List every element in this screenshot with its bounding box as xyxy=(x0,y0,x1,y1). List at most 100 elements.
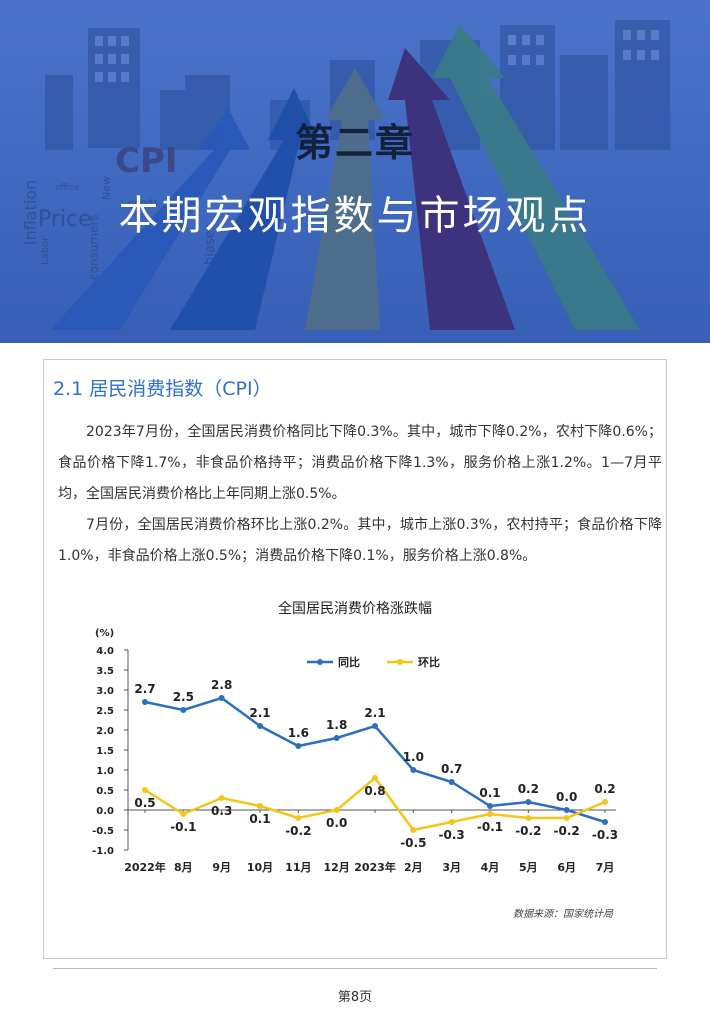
paragraph-mom: 7月份，全国居民消费价格环比上涨0.2%。其中，城市上涨0.3%，农村持平；食品… xyxy=(58,517,662,564)
data-label-yoy: 2.1 xyxy=(364,706,385,720)
growth-arrows xyxy=(50,24,640,330)
y-tick-label: 0.0 xyxy=(96,806,114,817)
data-label-mom: 0.2 xyxy=(594,782,615,796)
footer-divider xyxy=(53,968,657,969)
data-point-yoy xyxy=(525,799,532,805)
data-point-yoy xyxy=(142,699,148,705)
y-tick-label: 3.5 xyxy=(96,666,114,677)
chart-legend: 同比 环比 xyxy=(307,655,440,669)
data-label-mom: -0.2 xyxy=(554,824,580,838)
data-label-yoy: 1.8 xyxy=(326,718,347,732)
word-office: office xyxy=(55,183,80,193)
x-tick-label: 5月 xyxy=(519,861,538,874)
word-cloud: CPI Price inflation consumers biases Lab… xyxy=(21,141,218,280)
data-point-yoy xyxy=(333,735,340,741)
data-point-yoy xyxy=(218,695,225,701)
data-source: 数据来源：国家统计局 xyxy=(513,909,613,920)
data-label-mom: -0.2 xyxy=(285,824,311,838)
data-label-yoy: 0.7 xyxy=(441,762,462,776)
word-consumers: consumers xyxy=(87,214,101,280)
data-point-mom xyxy=(372,775,378,781)
chapter-title: 本期宏观指数与市场观点 xyxy=(118,193,592,239)
data-point-mom xyxy=(180,811,187,817)
data-point-mom xyxy=(257,803,263,809)
x-tick-label: 4月 xyxy=(481,861,500,874)
data-point-mom xyxy=(487,811,493,817)
data-label-yoy: 2.1 xyxy=(249,706,270,720)
data-label-mom: -0.5 xyxy=(400,836,426,850)
data-point-mom xyxy=(563,815,570,821)
x-tick-label: 11月 xyxy=(285,861,311,874)
banner-illustration: CPI Price inflation consumers biases Lab… xyxy=(21,20,670,330)
y-tick-label: 0.5 xyxy=(96,786,114,797)
chapter-number: 第二章 xyxy=(294,121,415,165)
x-tick-label: 3月 xyxy=(442,861,461,874)
legend-marker xyxy=(397,659,403,665)
data-label-mom: 0.1 xyxy=(249,812,270,826)
data-point-mom xyxy=(525,815,532,821)
content-panel: 2.1 居民消费指数（CPI） 2023年7月份，全国居民消费价格同比下降0.3… xyxy=(43,359,667,959)
data-label-yoy: 2.7 xyxy=(134,682,155,696)
x-tick-label: 2022年 xyxy=(124,860,166,874)
data-label-yoy: 1.6 xyxy=(288,726,309,740)
data-label-mom: -0.2 xyxy=(515,824,541,838)
data-point-yoy xyxy=(602,819,608,825)
data-label-yoy: 2.8 xyxy=(211,678,232,692)
data-label-yoy: 0.2 xyxy=(518,782,539,796)
legend-label: 环比 xyxy=(418,655,440,669)
data-point-mom xyxy=(142,787,148,793)
page-number: 第8页 xyxy=(337,990,373,1005)
y-tick-label: 1.5 xyxy=(96,746,114,757)
data-point-yoy xyxy=(372,723,378,729)
x-tick-label: 7月 xyxy=(596,861,615,874)
y-axis-unit: (%) xyxy=(95,628,114,639)
data-label-yoy: -0.3 xyxy=(592,828,618,842)
word-new: New xyxy=(100,176,113,200)
y-tick-label: 3.0 xyxy=(96,686,114,697)
legend-marker xyxy=(317,659,323,665)
data-label-mom: 0.3 xyxy=(211,804,232,818)
word-cpi: CPI xyxy=(115,141,178,181)
data-label-yoy: 2.5 xyxy=(173,690,194,704)
x-tick-label: 9月 xyxy=(212,861,231,874)
data-label-yoy: 0.1 xyxy=(479,786,500,800)
data-label-mom: -0.1 xyxy=(477,820,503,834)
data-point-yoy xyxy=(563,807,570,813)
section-title: 2.1 居民消费指数（CPI） xyxy=(53,378,272,400)
data-point-yoy xyxy=(487,803,493,809)
chapter-banner: CPI Price inflation consumers biases Lab… xyxy=(0,0,710,343)
x-tick-label: 8月 xyxy=(174,861,193,874)
data-label-mom: 0.0 xyxy=(326,816,347,830)
word-price: Price xyxy=(38,207,92,232)
x-tick-label: 6月 xyxy=(557,861,576,874)
word-goods: goods xyxy=(128,198,158,209)
y-tick-label: 4.0 xyxy=(96,646,114,657)
y-tick-label: 2.5 xyxy=(96,706,114,717)
y-tick-label: 1.0 xyxy=(96,766,114,777)
word-labor: Labor xyxy=(40,236,51,265)
x-tick-label: 2月 xyxy=(404,861,423,874)
paragraph-yoy: 2023年7月份，全国居民消费价格同比下降0.3%。其中，城市下降0.2%，农村… xyxy=(58,424,662,502)
data-point-mom xyxy=(295,815,302,821)
y-tick-label: -0.5 xyxy=(92,826,114,837)
data-point-mom xyxy=(602,799,608,805)
data-point-yoy xyxy=(410,767,417,773)
chart-title: 全国居民消费价格涨跌幅 xyxy=(278,601,432,617)
data-point-yoy xyxy=(448,779,455,785)
x-tick-label: 2023年 xyxy=(354,860,396,874)
data-point-yoy xyxy=(295,743,302,749)
data-point-yoy xyxy=(180,707,187,713)
data-label-mom: 0.8 xyxy=(364,784,385,798)
data-label-yoy: 0.0 xyxy=(556,790,577,804)
y-tick-label: -1.0 xyxy=(92,846,114,857)
cpi-line-chart: (%) 4.03.53.02.52.01.51.00.50.0-0.5-1.0 … xyxy=(92,628,618,874)
data-label-mom: 0.5 xyxy=(134,796,155,810)
data-label-yoy: 1.0 xyxy=(403,750,424,764)
data-point-mom xyxy=(333,807,340,813)
data-label-mom: -0.3 xyxy=(439,828,465,842)
x-tick-label: 12月 xyxy=(324,861,350,874)
word-inflation: inflation xyxy=(21,180,40,245)
data-point-yoy xyxy=(257,723,263,729)
y-tick-label: 2.0 xyxy=(96,726,114,737)
skyline-windows xyxy=(95,30,659,82)
